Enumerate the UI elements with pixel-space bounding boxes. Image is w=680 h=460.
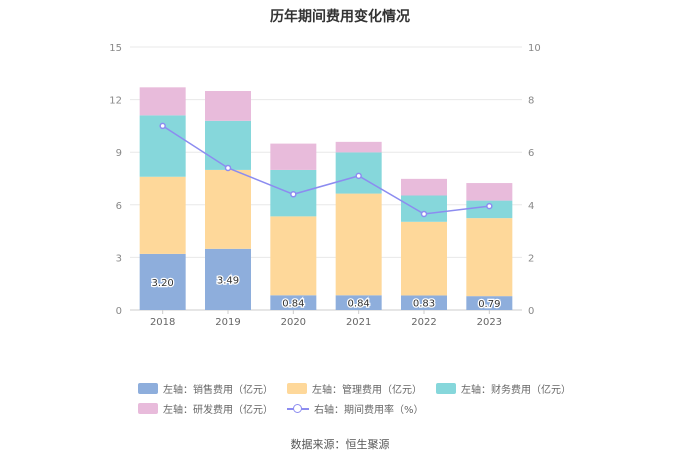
legend-item-rnd[interactable]: 左轴：研发费用（亿元） [138, 401, 273, 416]
expense-ratio-point [290, 191, 297, 198]
bar-segment [270, 216, 317, 296]
bar-segment [139, 87, 186, 116]
x-axis-tick-label: 2023 [477, 317, 502, 328]
left-axis-tick-label: 3 [116, 253, 122, 264]
bar-segment [139, 253, 186, 310]
left-axis-tick-label: 9 [116, 148, 122, 159]
legend-item-finance[interactable]: 左轴：财务费用（亿元） [436, 381, 571, 396]
x-axis-tick-label: 2018 [150, 317, 175, 328]
bar-segment [335, 141, 382, 153]
bar-data-label: 0.84 [282, 299, 304, 310]
bar-segment [401, 178, 447, 196]
x-axis-tick-label: 2022 [411, 317, 436, 328]
right-axis-tick-label: 8 [528, 96, 534, 107]
bar-segment [466, 218, 513, 297]
left-axis-tick-label: 12 [109, 96, 122, 107]
chart-title: 历年期间费用变化情况 [270, 9, 410, 25]
expense-ratio-point [159, 122, 166, 130]
expense-ratio-point [420, 210, 428, 218]
bar-segment [270, 295, 317, 310]
bar-data-label: 3.49 [217, 275, 239, 286]
legend-swatch-finance [436, 382, 456, 394]
legend-item-admin[interactable]: 左轴：管理费用（亿元） [287, 381, 422, 396]
bar-data-label: 0.79 [478, 299, 500, 310]
expense-ratio-point [486, 202, 493, 210]
bar-segment [466, 183, 513, 201]
left-axis-tick-label: 0 [116, 306, 122, 317]
expense-ratio-point [224, 164, 232, 172]
bar-segment [466, 296, 513, 310]
legend-swatch-sales [138, 382, 158, 394]
bar-segment [205, 91, 251, 121]
right-axis-tick-label: 2 [528, 253, 534, 264]
legend-label-finance: 左轴：财务费用（亿元） [461, 384, 571, 396]
left-axis-tick-label: 6 [116, 201, 122, 212]
bar-segment [139, 176, 186, 254]
chart-plot: 0 3 6 9 12 15 0 2 4 6 8 10 2018 3.20 2019 3.49 2020 0.84 2… [109, 43, 541, 328]
legend-row: 左轴：研发费用（亿元） 右轴：期间费用率（%） [138, 398, 558, 418]
x-axis-tick-label: 2019 [215, 317, 240, 328]
bar-segment [401, 195, 447, 222]
legend-label-sales: 左轴：销售费用（亿元） [163, 384, 273, 396]
bar-segment [335, 295, 382, 310]
x-axis-tick-label: 2021 [346, 317, 371, 328]
legend-swatch-admin [287, 382, 307, 394]
bar-segment [205, 248, 251, 310]
expense-ratio-point [355, 172, 362, 180]
legend-label-expense-ratio: 右轴：期间费用率（%） [314, 404, 424, 416]
legend-swatch-rnd [138, 402, 158, 414]
bar-segment [205, 169, 251, 249]
left-axis-tick-label: 15 [109, 43, 122, 54]
right-axis-tick-label: 0 [528, 306, 534, 317]
bar-data-label: 0.83 [413, 299, 435, 310]
bar-data-label: 0.84 [348, 299, 370, 310]
bar-segment [401, 221, 447, 296]
legend-row: 左轴：销售费用（亿元） 左轴：管理费用（亿元） 左轴：财务费用（亿元） [138, 378, 571, 398]
bar-segment [205, 120, 251, 170]
legend-item-expense-ratio[interactable]: 右轴：期间费用率（%） [287, 401, 424, 416]
legend-item-sales[interactable]: 左轴：销售费用（亿元） [138, 381, 273, 396]
right-axis-tick-label: 10 [528, 43, 541, 54]
expense-ratio-line [162, 125, 490, 215]
bar-segment [335, 193, 382, 296]
chart-legend: 左轴：销售费用（亿元） 左轴：管理费用（亿元） 左轴：财务费用（亿元） 左轴：研… [138, 378, 571, 418]
bar-segment [401, 295, 447, 310]
data-source: 数据来源：恒生聚源 [290, 438, 390, 451]
right-axis-tick-label: 6 [528, 148, 534, 159]
legend-label-rnd: 左轴：研发费用（亿元） [163, 404, 273, 416]
bar-data-label: 3.20 [152, 278, 174, 289]
x-axis-tick-label: 2020 [281, 317, 306, 328]
bar-segment [270, 143, 317, 170]
right-axis-tick-label: 4 [528, 201, 534, 212]
legend-swatch-expense-ratio [287, 403, 309, 414]
legend-label-admin: 左轴：管理费用（亿元） [312, 384, 422, 396]
